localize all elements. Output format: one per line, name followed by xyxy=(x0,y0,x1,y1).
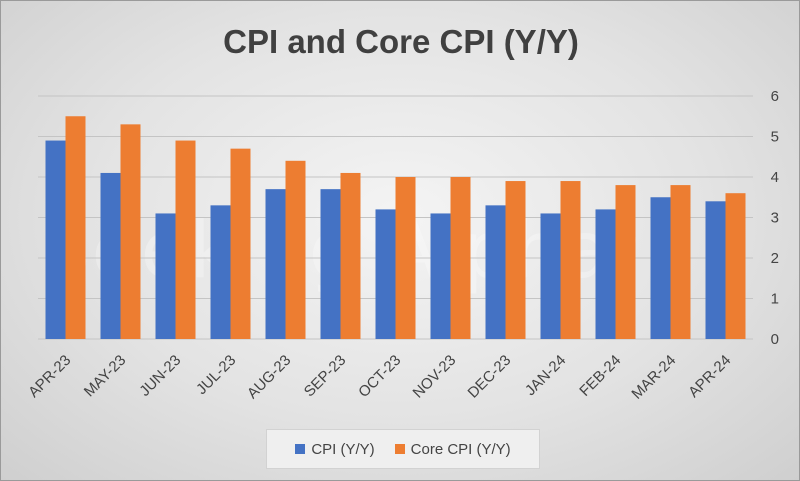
bar-cpi-may-23 xyxy=(100,172,121,339)
y-tick-label-3: 3 xyxy=(771,210,779,227)
x-tick-label-nov-23: NOV-23 xyxy=(410,352,460,402)
bar-cpi-oct-23 xyxy=(375,209,396,339)
y-tick-label-4: 4 xyxy=(771,169,779,186)
x-tick-label-feb-24: FEB-24 xyxy=(576,352,624,400)
x-tick-label-mar-24: MAR-24 xyxy=(628,352,679,403)
x-tick-label-jun-23: JUN-23 xyxy=(136,352,184,400)
y-tick-label-6: 6 xyxy=(771,88,779,105)
legend-item-core-cpi: Core CPI (Y/Y) xyxy=(394,440,511,458)
bar-cpi-jun-23 xyxy=(155,213,176,339)
chart-title: CPI and Core CPI (Y/Y) xyxy=(223,23,579,60)
y-tick-label-0: 0 xyxy=(771,331,779,348)
bar-core-cpi-jul-23 xyxy=(230,148,251,339)
x-tick-label-may-23: MAY-23 xyxy=(81,352,130,401)
bar-core-cpi-sep-23 xyxy=(340,172,361,339)
bar-core-cpi-jan-24 xyxy=(560,181,581,339)
legend-label-cpi: CPI (Y/Y) xyxy=(311,440,375,458)
bar-cpi-apr-23 xyxy=(45,140,66,339)
bar-core-cpi-mar-24 xyxy=(670,185,691,339)
x-tick-label-aug-23: AUG-23 xyxy=(244,352,294,402)
bar-core-cpi-apr-24 xyxy=(725,193,746,339)
x-tick-label-jan-24: JAN-24 xyxy=(522,352,569,399)
bar-core-cpi-may-23 xyxy=(120,124,141,339)
bar-cpi-feb-24 xyxy=(595,209,616,339)
bar-cpi-mar-24 xyxy=(650,197,671,339)
legend-label-core-cpi: Core CPI (Y/Y) xyxy=(410,440,511,458)
bar-cpi-jul-23 xyxy=(210,205,231,339)
bar-core-cpi-feb-24 xyxy=(615,185,636,339)
legend: CPI (Y/Y) Core CPI (Y/Y) xyxy=(266,429,540,469)
x-tick-label-jul-23: JUL-23 xyxy=(193,352,239,398)
bar-core-cpi-jun-23 xyxy=(175,140,196,339)
y-tick-label-1: 1 xyxy=(771,291,779,308)
x-tick-label-apr-23: APR-23 xyxy=(25,352,74,401)
bar-cpi-jan-24 xyxy=(540,213,561,339)
legend-swatch-cpi xyxy=(295,444,306,454)
bar-cpi-nov-23 xyxy=(430,213,451,339)
x-tick-label-sep-23: SEP-23 xyxy=(301,352,350,401)
bar-cpi-sep-23 xyxy=(320,189,341,339)
legend-item-cpi: CPI (Y/Y) xyxy=(295,440,375,458)
bar-cpi-apr-24 xyxy=(705,201,726,339)
y-tick-label-5: 5 xyxy=(771,129,779,146)
bar-core-cpi-apr-23 xyxy=(65,116,86,339)
bar-core-cpi-nov-23 xyxy=(450,177,471,339)
bar-cpi-dec-23 xyxy=(485,205,506,339)
x-tick-label-oct-23: OCT-23 xyxy=(355,352,404,401)
bar-core-cpi-dec-23 xyxy=(505,181,526,339)
x-tick-label-apr-24: APR-24 xyxy=(685,352,734,401)
bar-core-cpi-oct-23 xyxy=(395,177,416,339)
bar-cpi-aug-23 xyxy=(265,189,286,339)
x-tick-label-dec-23: DEC-23 xyxy=(465,352,515,402)
y-tick-label-2: 2 xyxy=(771,250,779,267)
bar-core-cpi-aug-23 xyxy=(285,160,306,339)
legend-swatch-core-cpi xyxy=(394,444,405,454)
